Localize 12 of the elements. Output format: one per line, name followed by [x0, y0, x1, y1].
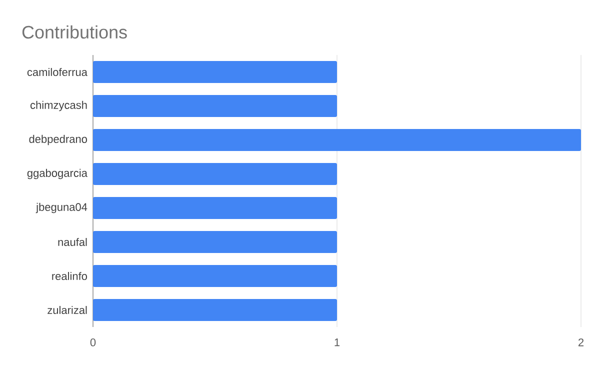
x-tick-label: 1	[334, 338, 340, 346]
y-tick-label: jbeguna04	[36, 202, 88, 214]
x-tick-label: 0	[90, 338, 96, 346]
y-tick-label: ggabogarcia	[27, 168, 88, 180]
x-tick-label: 2	[578, 338, 584, 346]
chart-title: Contributions	[22, 25, 127, 39]
y-tick-label: camiloferrua	[27, 68, 88, 76]
y-tick-label: debpedrano	[29, 134, 88, 146]
y-tick-label: naufal	[58, 238, 87, 246]
y-tick-label: zularizal	[48, 306, 87, 314]
y-tick-label: chimzycash	[30, 100, 87, 112]
y-tick-label: realinfo	[52, 272, 88, 280]
